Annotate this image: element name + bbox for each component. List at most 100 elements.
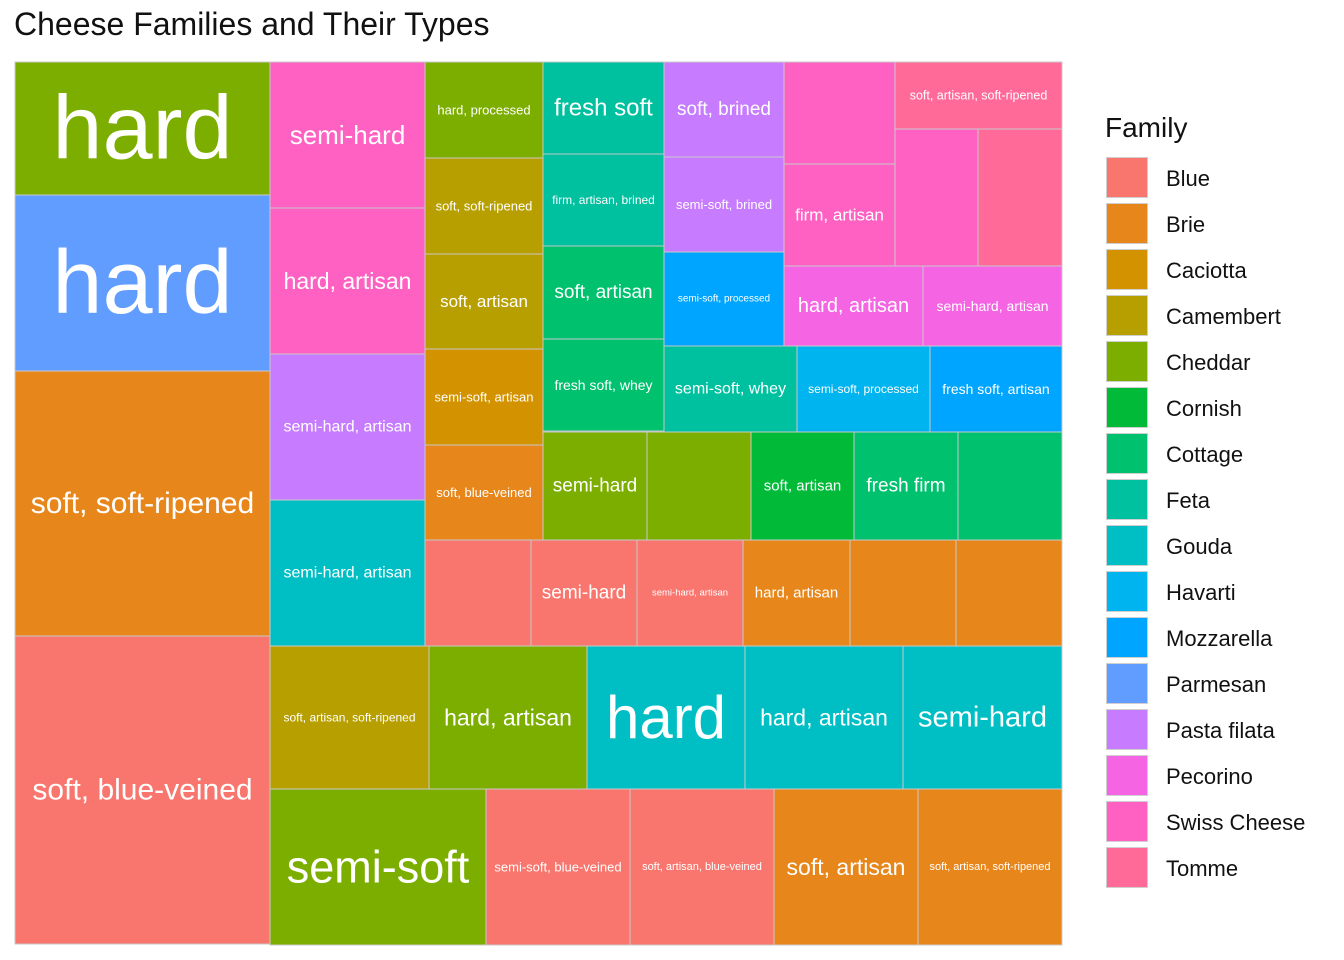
- tile-rect: [663, 345, 798, 433]
- legend-label: Cornish: [1166, 396, 1242, 421]
- tile-rect: [894, 61, 1063, 130]
- tile-rect: [663, 251, 785, 347]
- tile-rect: [783, 163, 896, 267]
- tile-label: semi-soft, processed: [678, 294, 770, 305]
- treemap-tile: [849, 539, 957, 647]
- tile-rect: [14, 370, 271, 637]
- tile-label: semi-hard, artisan: [283, 419, 411, 436]
- legend-swatch: [1106, 847, 1148, 888]
- tile-label: semi-soft: [287, 842, 470, 893]
- tile-label: fresh soft: [554, 95, 653, 122]
- legend-swatch: [1106, 479, 1148, 520]
- tile-rect: [894, 128, 979, 267]
- treemap-tile: soft, blue-veined: [14, 635, 271, 945]
- treemap-tile: fresh soft: [542, 61, 665, 155]
- treemap-tile: hard, artisan: [744, 645, 904, 790]
- treemap-tile: fresh soft, whey: [542, 338, 665, 432]
- tile-rect: [663, 61, 785, 158]
- treemap-tile: soft, artisan, soft-ripened: [269, 645, 430, 790]
- tile-rect: [424, 444, 544, 541]
- tile-label: fresh soft, artisan: [942, 381, 1049, 397]
- legend-label: Brie: [1166, 212, 1206, 237]
- tile-label: semi-soft, whey: [675, 381, 786, 398]
- tile-label: semi-hard, artisan: [652, 588, 728, 599]
- tile-label: soft, artisan, soft-ripened: [929, 861, 1050, 873]
- legend-swatch: [1106, 341, 1148, 382]
- tile-rect: [269, 353, 426, 501]
- legend-swatch: [1106, 203, 1148, 244]
- legend-label: Cheddar: [1166, 350, 1251, 375]
- tile-label: firm, artisan, brined: [552, 193, 655, 207]
- tile-label: soft, artisan: [787, 854, 906, 880]
- tile-rect: [269, 645, 430, 790]
- treemap-tile: semi-hard, artisan: [269, 499, 426, 647]
- tile-rect: [542, 338, 665, 432]
- treemap-tile: semi-hard: [269, 61, 426, 209]
- tile-label: soft, artisan, soft-ripened: [910, 89, 1048, 103]
- legend-swatch: [1106, 525, 1148, 566]
- treemap-tile: [646, 431, 752, 541]
- tile-label: soft, blue-veined: [32, 774, 252, 807]
- treemap-tile: hard: [14, 194, 271, 372]
- tile-rect: [14, 194, 271, 372]
- treemap-tile: [424, 539, 532, 647]
- treemap-tile: soft, soft-ripened: [14, 370, 271, 637]
- tile-rect: [424, 348, 544, 446]
- legend-label: Pecorino: [1166, 764, 1253, 789]
- tile-label: hard, artisan: [444, 705, 572, 731]
- tile-label: semi-soft, artisan: [435, 390, 534, 405]
- tile-rect: [849, 539, 957, 647]
- legend-label: Camembert: [1166, 304, 1281, 329]
- tile-rect: [542, 61, 665, 155]
- legend-label: Feta: [1166, 488, 1211, 513]
- treemap-tile: fresh firm: [853, 431, 959, 541]
- tile-label: soft, artisan, soft-ripened: [283, 711, 415, 725]
- treemap-tile: soft, artisan, soft-ripened: [894, 61, 1063, 130]
- tile-label: hard, artisan: [760, 705, 888, 731]
- legend-label: Mozzarella: [1166, 626, 1273, 651]
- treemap-tile: soft, artisan, blue-veined: [629, 788, 775, 946]
- tile-label: hard, artisan: [755, 585, 838, 602]
- tile-label: soft, artisan: [440, 292, 528, 311]
- legend-title: Family: [1105, 112, 1188, 143]
- tile-label: soft, blue-veined: [436, 485, 531, 500]
- tile-rect: [922, 265, 1063, 347]
- legend-label: Blue: [1166, 166, 1211, 191]
- tile-label: semi-soft, brined: [676, 197, 772, 212]
- tile-label: semi-hard, artisan: [936, 298, 1048, 314]
- tile-label: hard, processed: [437, 103, 530, 118]
- tile-rect: [586, 645, 746, 790]
- tile-label: soft, brined: [677, 99, 771, 120]
- treemap-tile: semi-soft, processed: [796, 345, 931, 433]
- treemap-tile: soft, brined: [663, 61, 785, 158]
- tile-rect: [742, 539, 851, 647]
- tile-rect: [957, 431, 1063, 541]
- tile-label: hard: [52, 79, 232, 179]
- tile-label: semi-hard: [918, 702, 1047, 734]
- tile-label: semi-hard: [553, 476, 637, 497]
- tile-label: soft, artisan: [764, 478, 842, 495]
- treemap-tile: semi-soft, artisan: [424, 348, 544, 446]
- legend-swatch: [1106, 801, 1148, 842]
- tile-rect: [902, 645, 1063, 790]
- treemap-tile: hard, artisan: [783, 265, 924, 347]
- legend-label: Parmesan: [1166, 672, 1267, 697]
- treemap-tile: [894, 128, 979, 267]
- tile-rect: [929, 345, 1063, 433]
- tile-label: semi-soft, blue-veined: [494, 860, 621, 875]
- tile-rect: [663, 156, 785, 253]
- treemap-tile: semi-hard: [530, 539, 638, 647]
- treemap-tile: semi-soft, whey: [663, 345, 798, 433]
- tile-label: semi-hard, artisan: [283, 565, 411, 582]
- chart-title: Cheese Families and Their Types: [14, 6, 490, 42]
- tile-rect: [783, 265, 924, 347]
- tile-label: hard: [606, 684, 726, 751]
- legend-swatch: [1106, 617, 1148, 658]
- legend-label: Pasta filata: [1166, 718, 1275, 743]
- tile-label: soft, artisan, blue-veined: [642, 861, 762, 873]
- legend-label: Tomme: [1166, 856, 1239, 881]
- tile-rect: [955, 539, 1063, 647]
- treemap-tile: soft, artisan: [773, 788, 919, 946]
- treemap-tile: firm, artisan, brined: [542, 153, 665, 247]
- treemap-tile: semi-soft, blue-veined: [485, 788, 631, 946]
